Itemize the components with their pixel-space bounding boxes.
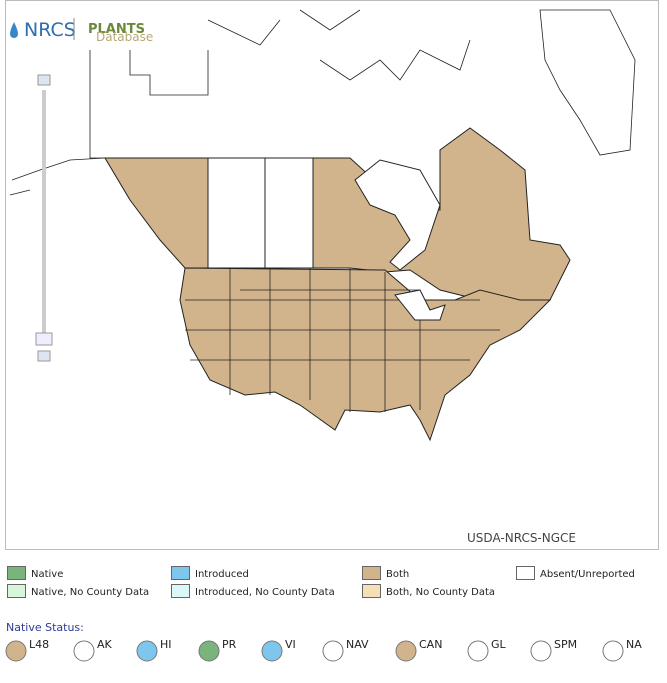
status-button[interactable] (198, 640, 220, 662)
status-label: PR (222, 638, 237, 651)
usa (179, 267, 552, 442)
legend-swatch (362, 566, 381, 580)
status-button[interactable] (602, 640, 624, 662)
legend-swatch (7, 584, 26, 598)
legend-label: Native (31, 569, 63, 580)
legend-label: Native, No County Data (31, 587, 149, 598)
zoom-out[interactable] (37, 350, 51, 362)
legend-label: Both (386, 569, 409, 580)
alberta (207, 157, 266, 269)
status-button[interactable] (395, 640, 417, 662)
logo-sub: Database (96, 30, 153, 44)
status-button[interactable] (5, 640, 27, 662)
status-label: NAV (346, 638, 369, 651)
legend-swatch (171, 584, 190, 598)
status-button[interactable] (73, 640, 95, 662)
logo-product: PLANTS (88, 22, 145, 37)
legend-swatch (171, 566, 190, 580)
status-label: SPM (554, 638, 577, 651)
zoom-in[interactable] (37, 74, 51, 86)
native-status: L48 AK HI PR VI NAV CAN GL SPM NA (5, 638, 642, 662)
logo: NRCS PLANTS Database (10, 18, 153, 44)
map-credit: USDA-NRCS-NGCE (467, 531, 576, 545)
logo-agency: NRCS (24, 19, 76, 41)
status-label: VI (285, 638, 296, 651)
map (9, 9, 636, 442)
status-label: NA (626, 638, 642, 651)
status-label: CAN (419, 638, 442, 651)
legend-swatch (7, 566, 26, 580)
legend-swatch (516, 566, 535, 580)
status-button[interactable] (322, 640, 344, 662)
canada (104, 127, 571, 311)
legend-label: Introduced, No County Data (195, 587, 335, 598)
status-button[interactable] (136, 640, 158, 662)
status-button[interactable] (261, 640, 283, 662)
zoom-slider (35, 74, 53, 362)
legend-swatch (362, 584, 381, 598)
status-label: GL (491, 638, 507, 651)
legend-label: Introduced (195, 569, 249, 580)
legend-label: Both, No County Data (386, 587, 495, 598)
status-label: HI (160, 638, 172, 651)
legend: Native Introduced Both Absent/Unreported Nat… (7, 566, 635, 598)
hudson-bay (354, 159, 441, 271)
saskatchewan (264, 157, 314, 269)
native-status-title: Native Status: (6, 621, 84, 634)
zoom-thumb[interactable] (35, 332, 53, 346)
status-button[interactable] (530, 640, 552, 662)
legend-label: Absent/Unreported (540, 569, 635, 580)
great-lakes (394, 289, 446, 321)
status-label: L48 (29, 638, 49, 651)
status-label: AK (97, 638, 113, 651)
status-button[interactable] (467, 640, 489, 662)
